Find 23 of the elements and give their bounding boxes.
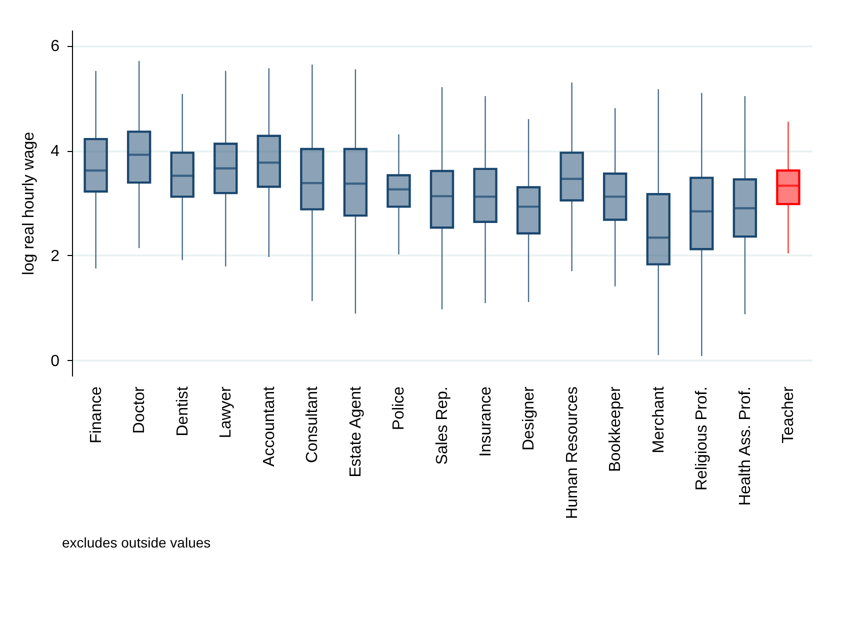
x-tick-label: Sales Rep. [434,386,451,465]
x-tick-label: Bookkeeper [607,386,624,472]
x-tick-label: Doctor [131,386,148,434]
x-tick-label: Merchant [650,386,668,454]
y-tick-label: 0 [50,352,60,370]
y-tick-label: 6 [50,38,60,56]
x-tick-label: Consultant [304,386,322,463]
y-tick-label: 2 [50,248,60,265]
x-tick-label: Finance [88,386,105,444]
x-tick-label: Police [390,386,408,430]
x-tick-label: Dentist [174,386,192,436]
x-tick-label: Religious Prof. [694,386,711,491]
x-tick-label: Accountant [260,386,278,467]
x-tick-label: Insurance [477,386,494,457]
x-tick-label: Lawyer [218,386,235,438]
x-tick-label: Teacher [780,386,798,444]
x-tick-label: Human Resources [564,386,581,519]
y-axis-title: log real hourly wage [20,132,38,276]
y-tick-label: 4 [50,143,60,160]
x-tick-label: Health Ass. Prof. [736,386,754,506]
text: excludes outside values [62,534,211,550]
x-tick-label: Estate Agent [347,386,364,478]
x-tick-label: Designer [520,386,538,451]
